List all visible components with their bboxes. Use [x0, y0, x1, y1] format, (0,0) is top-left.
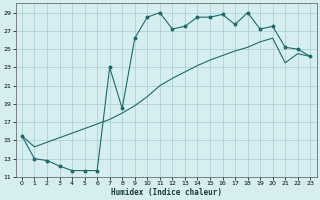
- X-axis label: Humidex (Indice chaleur): Humidex (Indice chaleur): [111, 188, 221, 197]
